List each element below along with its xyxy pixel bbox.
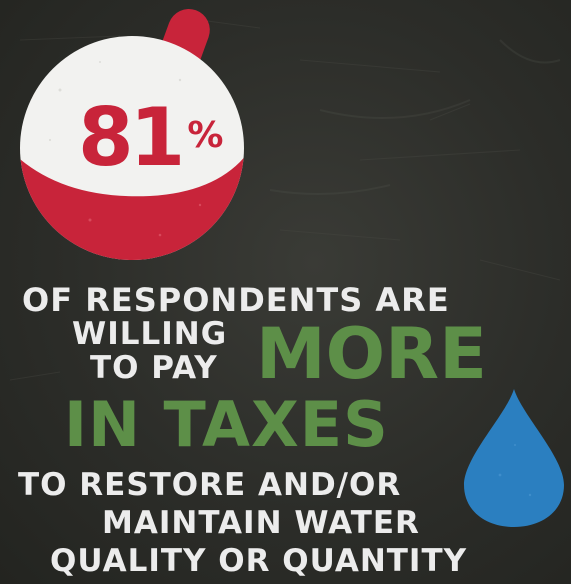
headline-line-2: WILLING: [72, 316, 228, 352]
statistic: 81 %: [78, 98, 238, 188]
fishing-bobber-icon: [20, 9, 244, 260]
statistic-value: 81: [78, 91, 185, 184]
water-drop-icon: [464, 389, 564, 527]
headline-emphasis-taxes: IN TAXES: [64, 388, 389, 461]
statistic-unit: %: [187, 115, 224, 156]
headline-line-7: QUALITY OR QUANTITY: [50, 543, 468, 579]
headline-line-3: TO PAY: [90, 350, 218, 386]
headline-line-5: TO RESTORE AND/OR: [18, 467, 402, 503]
headline-line-1: OF RESPONDENTS ARE: [22, 281, 450, 319]
headline-emphasis-more: MORE: [256, 313, 487, 395]
headline-line-6: MAINTAIN WATER: [102, 505, 420, 541]
